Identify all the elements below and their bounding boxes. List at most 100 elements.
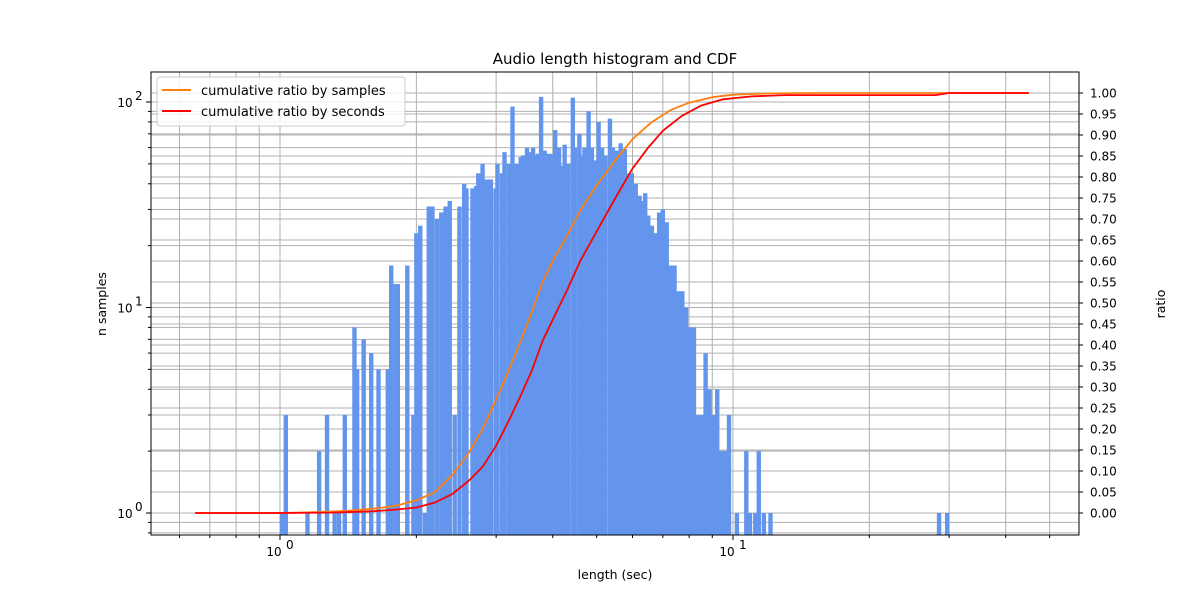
histogram-bar [603, 155, 608, 535]
histogram-bar [376, 369, 381, 535]
histogram-bar [668, 265, 673, 535]
histogram-bar [618, 143, 623, 535]
y2-tick-label: 1.00 [1090, 87, 1117, 101]
histogram-bar [538, 96, 544, 535]
y2-tick-label: 0.70 [1090, 213, 1117, 227]
histogram-bar [936, 513, 942, 535]
histogram-bar [488, 179, 494, 535]
histogram-bar [589, 147, 595, 536]
histogram-bar [405, 265, 410, 535]
y-axis-label: n samples [94, 272, 109, 336]
histogram-bar [646, 215, 651, 536]
histogram-bar [680, 291, 685, 535]
histogram-bar [535, 153, 541, 535]
histogram-bar [582, 147, 587, 536]
histogram-bar [480, 163, 485, 535]
y-tick-exponent: 1 [135, 295, 143, 309]
histogram-bar [495, 163, 500, 535]
histogram-bar [629, 173, 635, 535]
histogram-bar [683, 307, 689, 535]
histogram-bar [461, 183, 467, 535]
legend-label-seconds: cumulative ratio by seconds [201, 105, 385, 120]
y2-tick-label: 0.35 [1090, 360, 1117, 374]
histogram-bar [332, 513, 337, 535]
histogram-bar [578, 155, 584, 535]
y-tick-exponent: 2 [135, 89, 143, 103]
histogram-bar [352, 327, 357, 535]
y-tick-exponent: 0 [135, 500, 143, 514]
histogram-bar [544, 153, 549, 535]
x-tick-exponent: 1 [739, 538, 747, 552]
y2-tick-label: 0.10 [1090, 465, 1117, 479]
histogram-bar [524, 147, 530, 536]
cdf-line-samples [195, 92, 1029, 514]
histogram-bar [639, 200, 645, 536]
histogram-bar [354, 369, 360, 535]
histogram-bar [422, 513, 428, 535]
histogram-bar [756, 451, 761, 535]
histogram-bar [439, 212, 444, 535]
histogram-bar [430, 206, 435, 535]
histogram-bar [411, 414, 416, 535]
histogram-bar [506, 163, 512, 535]
histogram-bar [484, 179, 489, 535]
histogram-bar [761, 513, 767, 535]
histogram-bar [502, 152, 507, 535]
axis-ticks: 0.00 0.05 0.10 0.15 0.20 0.25 0.30 0.35 0.40 0.45… [117, 87, 1116, 560]
histogram-bar [510, 106, 515, 536]
histogram-bar [434, 218, 440, 536]
histogram-bar [664, 222, 669, 536]
histogram-bar [520, 155, 526, 535]
histogram-bar [596, 121, 601, 535]
x-tick-label: 10 [719, 545, 734, 559]
histogram-bar [464, 188, 469, 535]
histogram-bar [768, 513, 773, 535]
histogram-bar [443, 206, 448, 535]
histogram-bar [385, 369, 391, 535]
y2-tick-label: 0.95 [1090, 108, 1117, 122]
y2-tick-label: 0.90 [1090, 129, 1117, 143]
histogram-bar [548, 153, 553, 535]
y-tick-label: 10 [117, 302, 132, 316]
histogram-bar [695, 414, 701, 535]
histogram-bar [562, 144, 567, 535]
y2-tick-label: 0.20 [1090, 423, 1117, 437]
histogram-bar [649, 225, 655, 535]
histogram-bar [426, 206, 431, 535]
histogram-bar [643, 193, 648, 535]
histogram-bar [691, 327, 697, 535]
histogram-bar [336, 513, 342, 535]
y2-tick-label: 0.45 [1090, 318, 1117, 332]
legend: cumulative ratio by samples cumulative r… [156, 76, 406, 127]
histogram-bar [660, 209, 666, 535]
histogram-bar [703, 353, 708, 535]
y2-tick-label: 0.15 [1090, 444, 1117, 458]
histogram-bar [707, 389, 712, 535]
histogram-bar [599, 147, 605, 536]
histogram-bar [470, 188, 475, 535]
histogram-bar [592, 160, 597, 535]
histogram-bar [747, 513, 753, 535]
histogram-bar [656, 212, 662, 535]
histogram-bar [699, 414, 704, 535]
histogram-bars [279, 96, 950, 536]
cdf-line-seconds [195, 92, 1029, 514]
histogram-bar [414, 233, 419, 536]
histogram-bar [744, 451, 749, 535]
histogram-bar [395, 284, 401, 535]
y2-tick-label: 0.75 [1090, 192, 1117, 206]
histogram-bar [361, 339, 366, 535]
histogram-bar [447, 200, 452, 536]
y2-tick-label: 0.60 [1090, 255, 1117, 269]
chart-title: Audio length histogram and CDF [493, 50, 737, 68]
histogram-bar [279, 513, 285, 535]
y-tick-label: 10 [117, 507, 132, 521]
y2-tick-label: 0.00 [1090, 507, 1117, 521]
y2-tick-label: 0.05 [1090, 486, 1117, 500]
histogram-bar [637, 195, 642, 535]
legend-label-samples: cumulative ratio by samples [201, 84, 386, 99]
histogram-bar [570, 97, 576, 535]
histogram-bar [572, 147, 578, 536]
cdf-lines [195, 92, 1029, 514]
histogram-bar [711, 414, 716, 535]
